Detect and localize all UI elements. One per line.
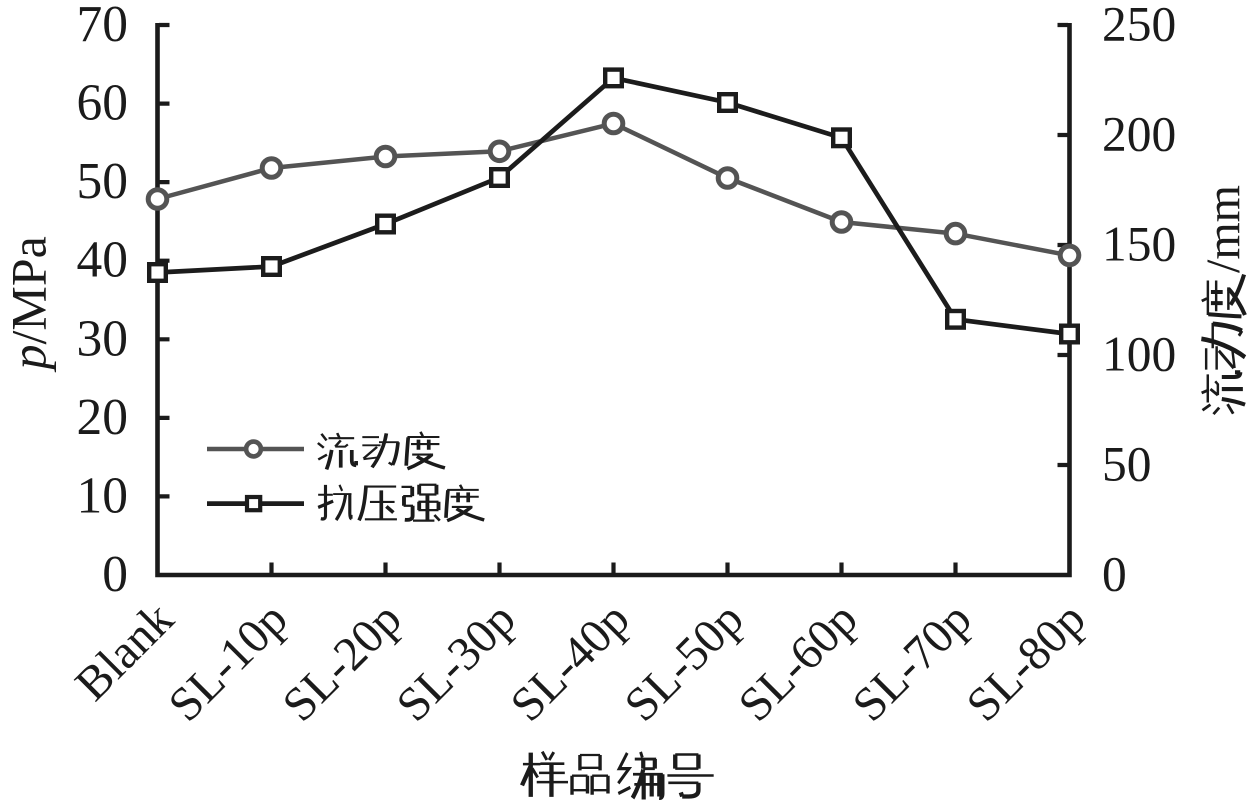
svg-text:SL-40p: SL-40p [500, 592, 639, 731]
svg-text:100: 100 [1102, 327, 1176, 382]
svg-text:250: 250 [1102, 0, 1176, 52]
svg-text:50: 50 [77, 153, 129, 210]
svg-text:40: 40 [77, 232, 129, 289]
svg-text:30: 30 [77, 310, 129, 367]
svg-text:SL-50p: SL-50p [614, 592, 753, 731]
svg-text:p/MPa: p/MPa [1, 236, 57, 372]
svg-text:70: 70 [77, 0, 129, 53]
svg-text:200: 200 [1102, 107, 1176, 162]
svg-text:/mm: /mm [1197, 185, 1250, 273]
svg-text:150: 150 [1102, 217, 1176, 272]
svg-text:20: 20 [77, 389, 129, 446]
svg-text:10: 10 [77, 467, 129, 524]
svg-text:SL-80p: SL-80p [956, 592, 1095, 731]
svg-text:50: 50 [1102, 437, 1152, 492]
svg-text:60: 60 [77, 75, 129, 132]
svg-text:SL-20p: SL-20p [272, 592, 411, 731]
svg-text:SL-30p: SL-30p [386, 592, 525, 731]
svg-text:0: 0 [102, 546, 128, 603]
svg-text:0: 0 [1102, 547, 1127, 602]
svg-text:SL-60p: SL-60p [728, 592, 867, 731]
svg-text:SL-10p: SL-10p [158, 592, 297, 731]
svg-text:SL-70p: SL-70p [842, 592, 981, 731]
